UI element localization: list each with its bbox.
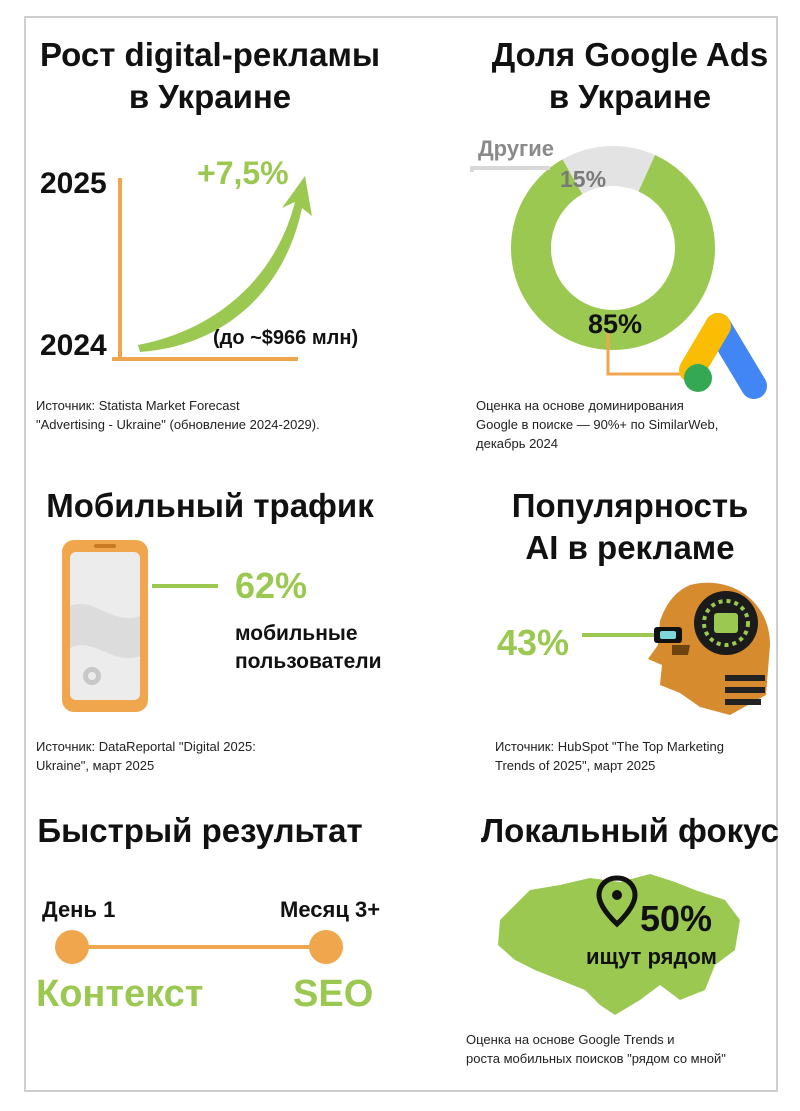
donut-ring bbox=[511, 145, 715, 350]
phone-illustration bbox=[62, 540, 218, 712]
google-ads-source-line1: Оценка на основе доминирования bbox=[476, 398, 684, 413]
google-ads-title: Доля Google Ads в Украине bbox=[460, 34, 800, 118]
gear-icon bbox=[83, 667, 101, 685]
growth-title-line1: Рост digital-рекламы bbox=[39, 36, 381, 73]
growth-source-line1: Источник: Statista Market Forecast bbox=[36, 398, 240, 413]
growth-arrow-icon bbox=[138, 176, 312, 352]
growth-source-line2: "Advertising - Ukraine" (обновление 2024… bbox=[36, 417, 320, 432]
donut-segment-main bbox=[511, 145, 715, 350]
growth-amount-note: (до ~$966 млн) bbox=[213, 327, 359, 349]
timeline-start-dot bbox=[55, 930, 89, 964]
mobile-source-line1: Источник: DataReportal "Digital 2025: bbox=[36, 739, 256, 754]
main-leader-line bbox=[606, 330, 686, 376]
year-top-label: 2025 bbox=[40, 167, 107, 200]
ai-robot-head-icon bbox=[582, 582, 770, 715]
speed-title: Быстрый результат bbox=[37, 812, 363, 849]
ukraine-map-shape bbox=[498, 874, 740, 1015]
speed-end-channel: SEO bbox=[293, 973, 374, 1015]
mobile-value: 62% bbox=[235, 565, 308, 606]
map-pin-icon bbox=[596, 875, 638, 928]
mobile-label: мобильные пользователи bbox=[235, 620, 382, 676]
local-source: Оценка на основе Google Trends и роста м… bbox=[466, 1030, 726, 1068]
mobile-source-line2: Ukraine", март 2025 bbox=[36, 758, 155, 773]
local-title: Локальный фокус bbox=[481, 812, 779, 849]
speed-start-channel: Контекст bbox=[36, 973, 204, 1015]
google-ads-source-line3: декабрь 2024 bbox=[476, 436, 558, 451]
main-value: 85% bbox=[588, 309, 643, 339]
ai-title-line1: Популярность bbox=[511, 487, 749, 524]
other-label: Другие bbox=[478, 136, 554, 161]
growth-title-line2: в Украине bbox=[128, 78, 292, 115]
ai-title-line2: AI в рекламе bbox=[525, 529, 735, 566]
local-value: 50% bbox=[640, 898, 713, 939]
speed-end-label: Месяц 3+ bbox=[280, 897, 381, 922]
mobile-label-line2: пользователи bbox=[235, 650, 382, 673]
other-value: 15% bbox=[560, 166, 607, 192]
infographic-frame bbox=[24, 16, 778, 1092]
ai-source: Источник: HubSpot "The Top Marketing Tre… bbox=[495, 737, 724, 775]
ai-value: 43% bbox=[497, 622, 570, 663]
growth-title: Рост digital-рекламы в Украине bbox=[30, 34, 390, 118]
timeline-end-dot bbox=[309, 930, 343, 964]
mobile-title: Мобильный трафик bbox=[46, 487, 374, 524]
growth-value: +7,5% bbox=[197, 155, 289, 191]
year-bottom-label: 2024 bbox=[40, 329, 107, 362]
ukraine-map bbox=[498, 874, 740, 1015]
ai-source-line2: Trends of 2025", март 2025 bbox=[495, 758, 656, 773]
google-ads-source-line2: Google в поиске — 90%+ по SimilarWeb, bbox=[476, 417, 719, 432]
google-ads-title-line1: Доля Google Ads bbox=[491, 36, 769, 73]
growth-chart bbox=[112, 176, 312, 361]
other-leader-line bbox=[470, 166, 550, 172]
local-label: ищут рядом bbox=[586, 944, 717, 969]
mobile-label-line1: мобильные bbox=[235, 622, 358, 645]
ai-source-line1: Источник: HubSpot "The Top Marketing bbox=[495, 739, 724, 754]
local-source-line1: Оценка на основе Google Trends и bbox=[466, 1032, 675, 1047]
google-ads-title-line2: в Украине bbox=[548, 78, 712, 115]
speed-timeline bbox=[55, 930, 343, 964]
mobile-source: Источник: DataReportal "Digital 2025: Uk… bbox=[36, 737, 256, 775]
google-ads-source: Оценка на основе доминирования Google в … bbox=[476, 396, 718, 453]
google-ads-logo-icon bbox=[679, 313, 767, 399]
local-source-line2: роста мобильных поисков "рядом со мной" bbox=[466, 1051, 726, 1066]
google-ads-donut-chart bbox=[470, 145, 767, 399]
ai-title: Популярность AI в рекламе bbox=[460, 485, 800, 569]
growth-source: Источник: Statista Market Forecast "Adve… bbox=[36, 396, 320, 434]
speed-start-label: День 1 bbox=[42, 897, 116, 922]
